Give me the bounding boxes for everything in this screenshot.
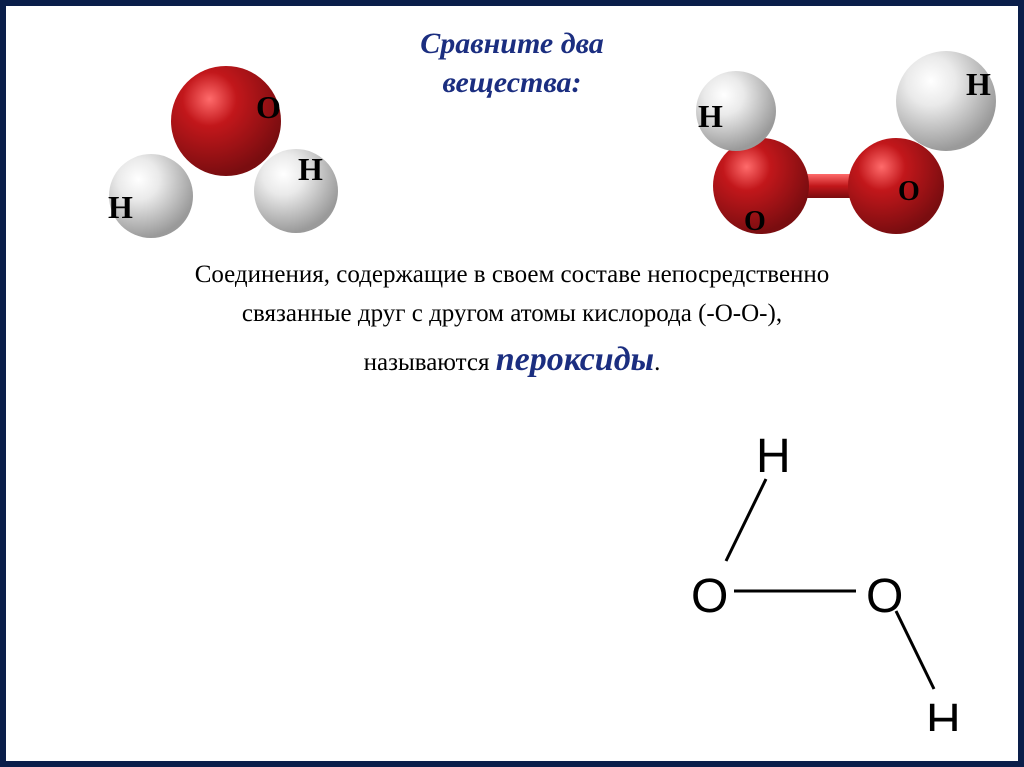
definition-line2: связанные друг с другом атомы кислорода …: [6, 295, 1018, 334]
molecule-water: О Н Н: [76, 51, 366, 251]
definition-keyword: пероксиды: [496, 341, 654, 378]
peroxide-label-O2: О: [898, 176, 920, 208]
water-label-O: О: [256, 89, 281, 126]
title-line1: Сравните два: [420, 27, 604, 60]
structural-formula: H O O H: [556, 411, 976, 731]
peroxide-label-H1: Н: [698, 98, 723, 135]
molecule-peroxide: Н Н О О: [626, 46, 1006, 246]
title-line2: вещества:: [442, 66, 581, 99]
structural-svg: H O O H: [556, 411, 976, 731]
svg-text:H: H: [926, 695, 961, 731]
water-label-H1: Н: [108, 189, 133, 226]
peroxide-label-O1: О: [744, 206, 766, 238]
definition-line3-prefix: называются: [364, 349, 496, 376]
peroxide-label-H2: Н: [966, 66, 991, 103]
peroxide-svg: [626, 46, 1006, 246]
water-label-H2: Н: [298, 151, 323, 188]
svg-text:H: H: [756, 430, 791, 483]
svg-text:O: O: [691, 570, 728, 623]
svg-text:O: O: [866, 570, 903, 623]
definition-line3-suffix: .: [654, 349, 660, 376]
definition-text: Соединения, содержащие в своем составе н…: [6, 256, 1018, 386]
definition-line3: называются пероксиды.: [6, 334, 1018, 387]
definition-line1: Соединения, содержащие в своем составе н…: [6, 256, 1018, 295]
